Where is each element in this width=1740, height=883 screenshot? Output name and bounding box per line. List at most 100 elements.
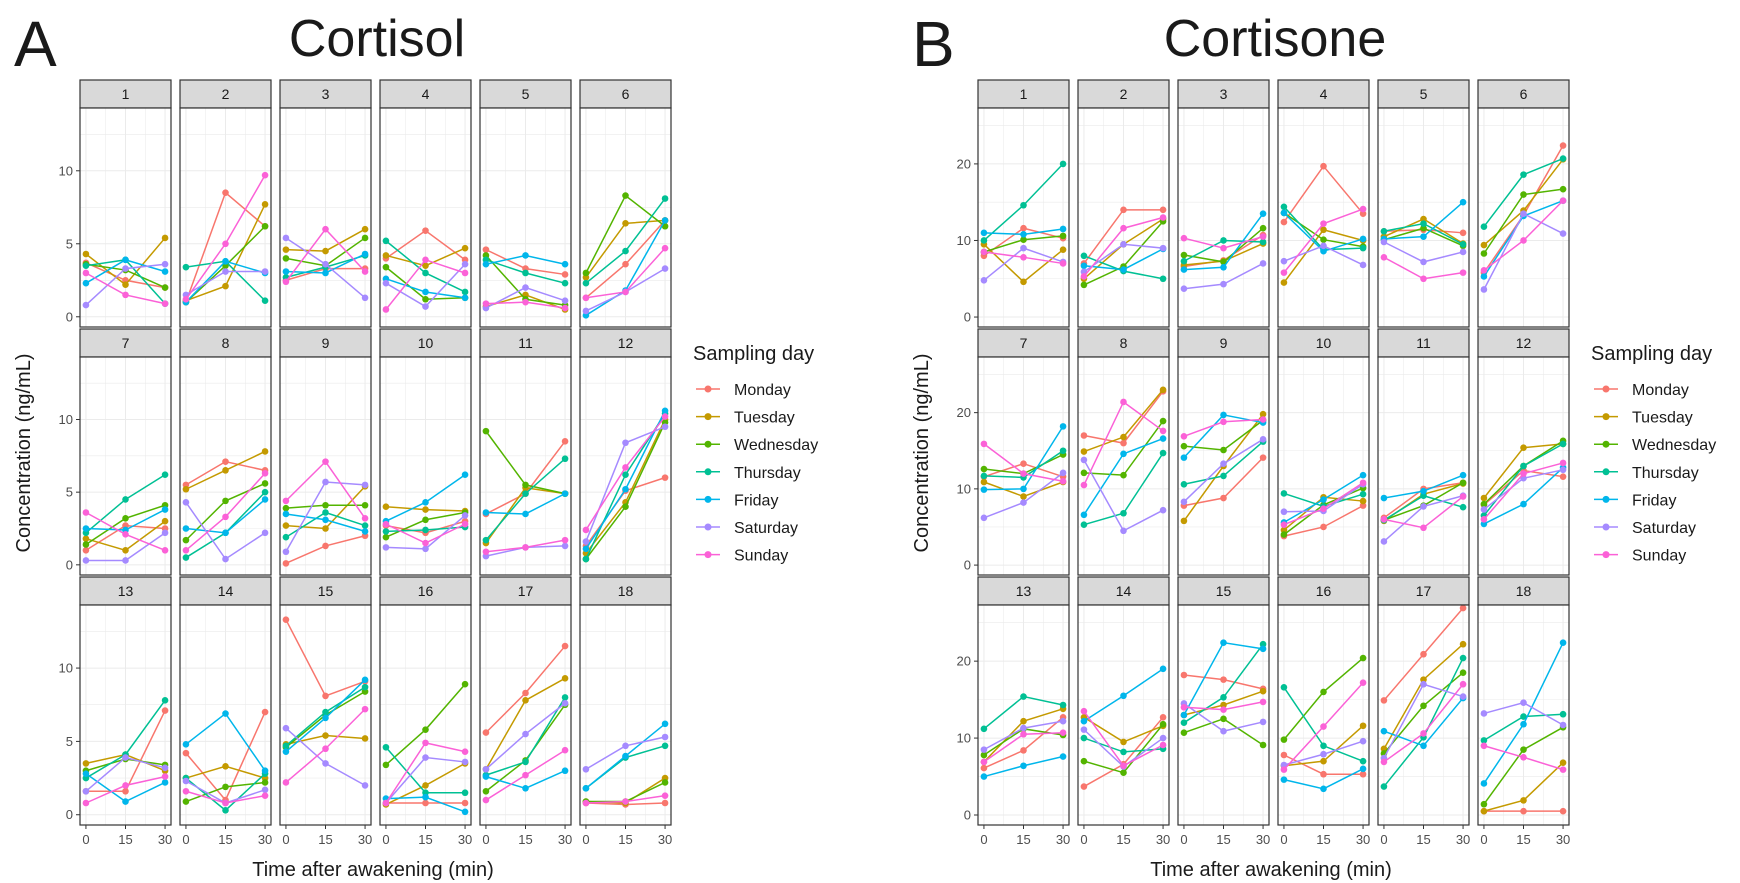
data-point-saturday — [1159, 244, 1167, 252]
data-point-friday — [1280, 776, 1288, 783]
data-point-friday — [182, 525, 190, 532]
data-point-tuesday — [161, 234, 169, 242]
facet-label: 15 — [1216, 583, 1232, 599]
data-point-saturday — [322, 760, 329, 767]
legend-label-sunday: Sunday — [1632, 548, 1686, 565]
data-point-tuesday — [422, 262, 429, 269]
facet-label: 18 — [1516, 583, 1532, 599]
data-point-sunday — [1059, 260, 1067, 267]
data-point-wednesday — [322, 501, 329, 509]
data-point-monday — [1359, 770, 1367, 778]
data-point-saturday — [461, 512, 469, 519]
data-point-sunday — [461, 748, 469, 755]
data-point-monday — [261, 708, 269, 716]
data-point-sunday — [1059, 477, 1067, 485]
data-point-friday — [1480, 780, 1488, 787]
facet-border — [1477, 356, 1570, 576]
data-point-tuesday — [1320, 226, 1327, 234]
data-point-friday — [361, 250, 369, 258]
data-point-friday — [1380, 494, 1388, 502]
data-point-friday — [622, 485, 629, 493]
data-point-wednesday — [422, 295, 429, 303]
data-point-thursday — [382, 528, 390, 535]
data-point-tuesday — [361, 225, 369, 233]
data-point-saturday — [1359, 261, 1367, 269]
facet-17: 17 0 15 30 — [479, 576, 572, 847]
legend-key-point — [1602, 551, 1610, 559]
data-point-thursday — [422, 526, 429, 534]
data-point-friday — [261, 496, 269, 503]
facet-label: 9 — [322, 335, 330, 351]
data-point-wednesday — [382, 533, 390, 541]
x-tick-label: 30 — [158, 832, 172, 847]
x-tick-label: 15 — [1216, 832, 1230, 847]
data-point-friday — [1280, 209, 1288, 217]
data-point-saturday — [1180, 498, 1188, 506]
data-point-monday — [522, 689, 529, 697]
x-axis-label: Time after awakening (min) — [1150, 859, 1392, 881]
data-point-friday — [482, 260, 490, 268]
data-point-tuesday — [82, 760, 90, 767]
legend-label-friday: Friday — [1632, 492, 1676, 509]
facet-strip — [179, 576, 272, 606]
data-point-friday — [322, 714, 329, 722]
data-point-monday — [1559, 142, 1567, 149]
facet-strip — [479, 79, 572, 109]
data-point-wednesday — [980, 751, 988, 759]
facet-label: 10 — [1316, 335, 1332, 351]
data-point-sunday — [1020, 470, 1027, 477]
data-point-monday — [1259, 454, 1267, 461]
data-point-friday — [222, 258, 229, 265]
data-point-saturday — [1359, 737, 1367, 745]
data-point-sunday — [1120, 398, 1127, 406]
data-point-thursday — [1520, 462, 1527, 470]
data-point-sunday — [361, 705, 369, 713]
data-point-monday — [661, 799, 669, 807]
data-point-friday — [661, 407, 669, 415]
facet-label: 10 — [418, 335, 434, 351]
data-point-monday — [1559, 473, 1567, 480]
facet-5: 5 — [479, 79, 572, 328]
x-tick-label: 30 — [1456, 832, 1470, 847]
data-point-tuesday — [1480, 807, 1488, 815]
data-point-monday — [1020, 224, 1027, 232]
data-point-wednesday — [182, 798, 190, 805]
data-point-sunday — [422, 739, 429, 747]
data-point-thursday — [1059, 447, 1067, 455]
data-point-tuesday — [182, 485, 190, 493]
data-point-friday — [422, 793, 429, 801]
data-point-thursday — [1420, 492, 1427, 500]
data-point-sunday — [82, 799, 90, 807]
facet-label: 3 — [1220, 86, 1228, 102]
data-point-saturday — [561, 297, 569, 305]
data-point-friday — [1059, 423, 1067, 430]
data-point-sunday — [82, 269, 90, 277]
data-point-tuesday — [382, 503, 390, 510]
x-tick-label: 30 — [1556, 832, 1570, 847]
data-point-friday — [522, 785, 529, 792]
data-point-tuesday — [1459, 640, 1467, 648]
x-tick-label: 30 — [1156, 832, 1170, 847]
facet-3: 3 — [1177, 79, 1270, 328]
data-point-monday — [1359, 502, 1367, 509]
data-point-sunday — [1020, 254, 1027, 261]
data-point-friday — [322, 269, 329, 277]
facet-label: 8 — [222, 335, 230, 351]
data-point-saturday — [1420, 258, 1427, 266]
data-point-monday — [661, 474, 669, 481]
data-point-friday — [1380, 727, 1388, 735]
y-tick-label: 10 — [957, 481, 971, 496]
data-point-thursday — [1459, 241, 1467, 248]
data-point-wednesday — [582, 269, 590, 277]
x-tick-label: 15 — [618, 832, 632, 847]
data-point-thursday — [980, 725, 988, 733]
facet-11: 11 — [1377, 328, 1470, 576]
data-point-sunday — [322, 745, 329, 753]
data-point-saturday — [1259, 436, 1267, 443]
facet-label: 8 — [1120, 335, 1128, 351]
data-point-thursday — [522, 490, 529, 497]
data-point-wednesday — [1180, 442, 1188, 450]
data-point-tuesday — [1420, 215, 1427, 223]
data-point-tuesday — [522, 697, 529, 704]
